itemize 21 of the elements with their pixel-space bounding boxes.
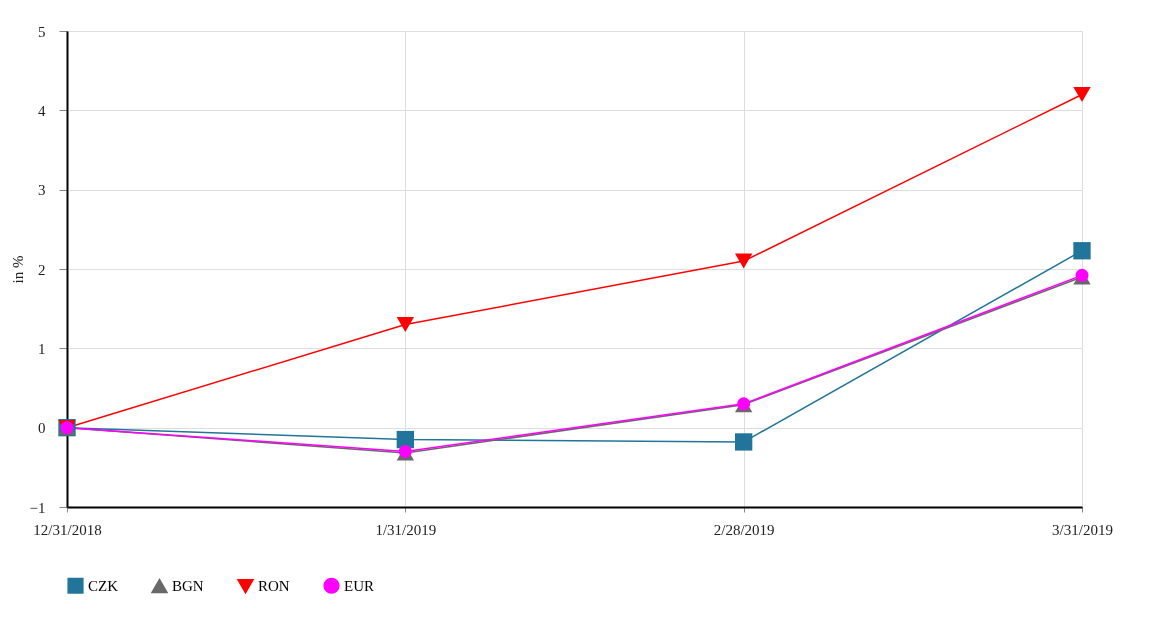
- x-tick-label: 3/31/2019: [1052, 521, 1113, 538]
- point: [1073, 86, 1091, 102]
- legend-label: RON: [258, 578, 290, 595]
- y-tick-label: 2: [38, 261, 46, 278]
- y-axis-title: in %: [9, 255, 26, 284]
- legend-label: CZK: [88, 577, 119, 594]
- x-tick-label: 1/31/2019: [375, 521, 437, 538]
- legend-label: EUR: [344, 577, 374, 594]
- point: [1073, 242, 1091, 260]
- y-tick-label: −1: [29, 499, 46, 516]
- legend-label: BGN: [172, 578, 204, 595]
- x-tick-label: 12/31/2018: [33, 521, 102, 538]
- y-tick-label: 5: [38, 23, 46, 40]
- y-tick-label: 1: [38, 340, 46, 357]
- point: [396, 317, 414, 333]
- y-tick-label: 3: [38, 182, 46, 199]
- point: [735, 433, 753, 451]
- x-tick-label: 2/28/2019: [713, 521, 775, 538]
- y-tick-label: 0: [38, 420, 46, 437]
- y-tick-label: 4: [38, 102, 46, 119]
- point: [735, 253, 753, 269]
